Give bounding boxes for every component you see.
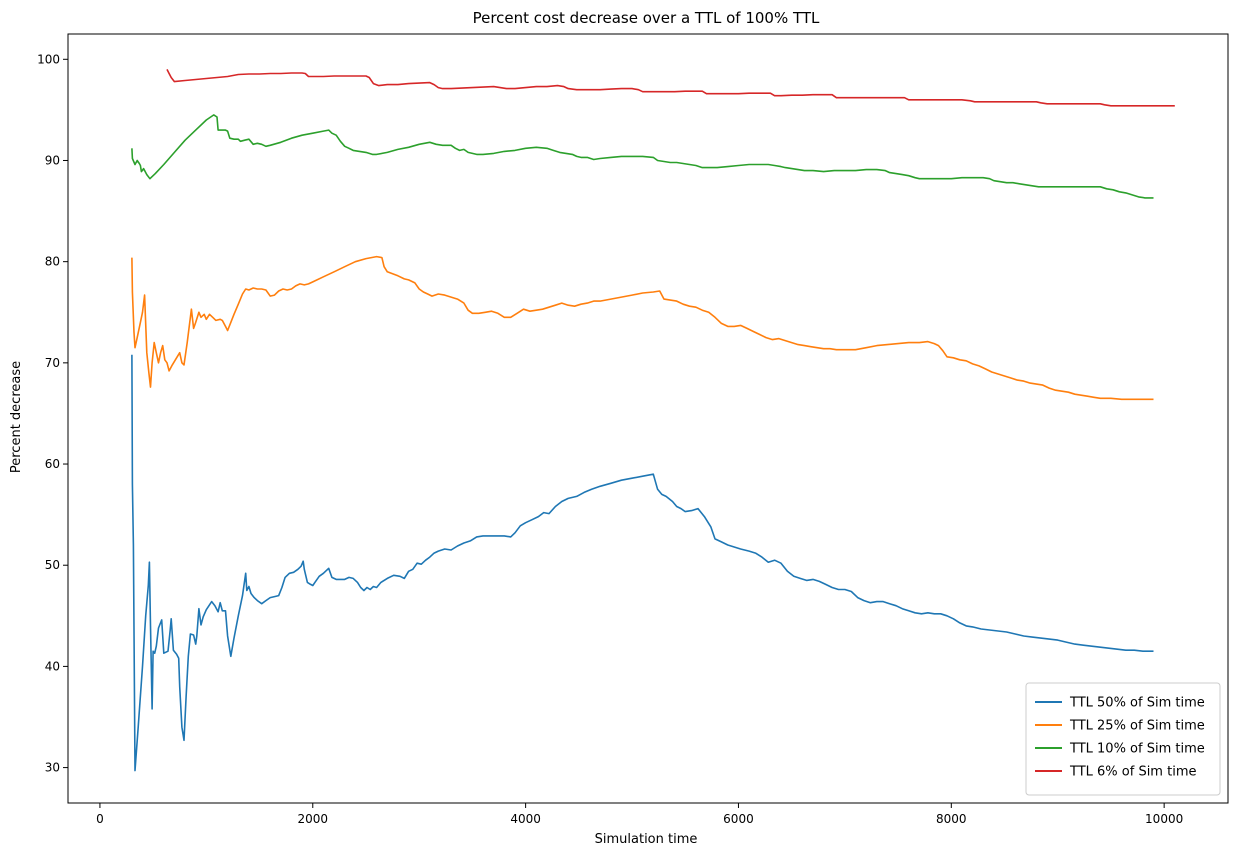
y-tick-label: 80 (45, 255, 60, 269)
y-tick-label: 30 (45, 761, 60, 775)
y-tick-label: 50 (45, 558, 60, 572)
y-tick-label: 90 (45, 153, 60, 167)
series-line-0 (131, 354, 1154, 772)
series-line-3 (166, 69, 1175, 107)
y-tick-label: 100 (37, 52, 60, 66)
x-tick-label: 2000 (297, 812, 328, 826)
x-axis: 0 2000 4000 6000 8000 10000 (96, 803, 1183, 826)
x-tick-label: 4000 (510, 812, 541, 826)
series-lines (131, 69, 1175, 772)
y-tick-label: 40 (45, 659, 60, 673)
series-line-2 (131, 114, 1154, 199)
x-axis-title: Simulation time (595, 832, 698, 847)
chart-title: Percent cost decrease over a TTL of 100%… (473, 9, 820, 27)
legend-label-3: TTL 6% of Sim time (1069, 765, 1196, 780)
legend-label-0: TTL 50% of Sim time (1069, 696, 1205, 711)
legend-label-2: TTL 10% of Sim time (1069, 742, 1205, 757)
legend: TTL 50% of Sim time TTL 25% of Sim time TT… (1025, 682, 1221, 796)
y-tick-label: 70 (45, 356, 60, 370)
x-tick-label: 8000 (936, 812, 967, 826)
y-axis-title: Percent decrease (9, 361, 24, 473)
legend-label-1: TTL 25% of Sim time (1069, 719, 1205, 734)
plot-area (67, 33, 1229, 804)
x-tick-label: 0 (96, 812, 104, 826)
x-tick-label: 10000 (1145, 812, 1183, 826)
x-tick-label: 6000 (723, 812, 754, 826)
legend-box (1025, 682, 1221, 796)
y-tick-label: 60 (45, 457, 60, 471)
series-line-1 (131, 255, 1154, 401)
y-axis: 30 40 50 60 70 80 90 100 (37, 52, 68, 775)
